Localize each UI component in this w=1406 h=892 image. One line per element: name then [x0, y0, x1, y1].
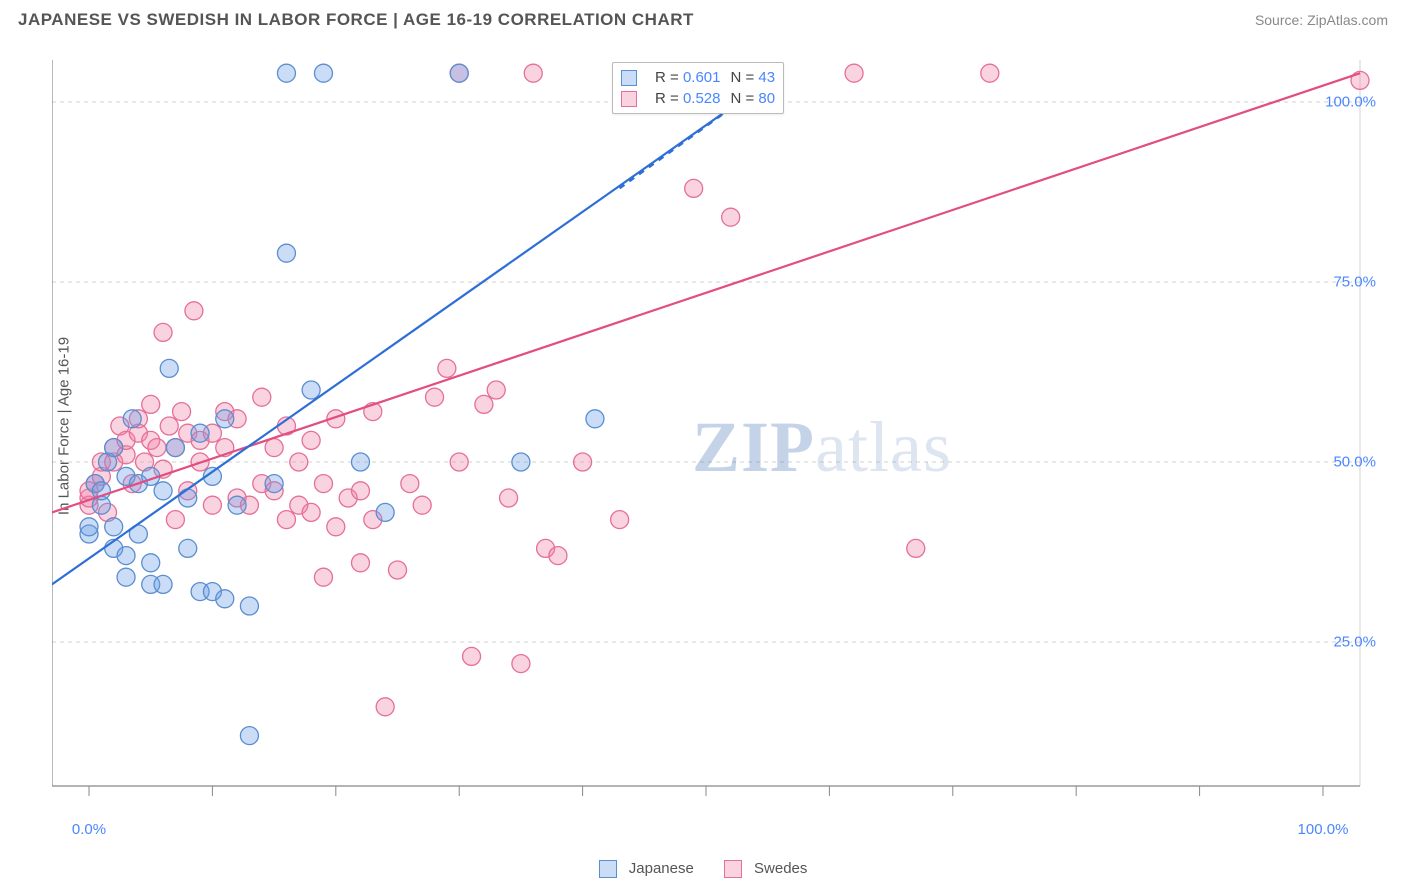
- swatch-swedes-legend: [724, 860, 742, 878]
- swatch-swedes: [621, 91, 637, 107]
- x-tick-label: 0.0%: [72, 821, 106, 838]
- y-tick-label: 25.0%: [1333, 634, 1376, 651]
- swatch-japanese: [621, 70, 637, 86]
- stats-row-swedes: R = 0.528 N = 80: [621, 88, 775, 109]
- chart-area: In Labor Force | Age 16-19 ZIPatlas R = …: [52, 46, 1382, 806]
- legend-item-japanese: Japanese: [599, 860, 694, 878]
- y-tick-label: 100.0%: [1325, 94, 1376, 111]
- y-tick-label: 75.0%: [1333, 274, 1376, 291]
- source-label: Source: ZipAtlas.com: [1255, 12, 1388, 28]
- legend: Japanese Swedes: [0, 860, 1406, 878]
- stats-row-japanese: R = 0.601 N = 43: [621, 67, 775, 88]
- x-tick-label: 100.0%: [1298, 821, 1349, 838]
- chart-title: JAPANESE VS SWEDISH IN LABOR FORCE | AGE…: [18, 10, 694, 30]
- y-tick-label: 50.0%: [1333, 454, 1376, 471]
- legend-item-swedes: Swedes: [724, 860, 808, 878]
- scatter-plot: [52, 46, 1382, 806]
- stats-box: R = 0.601 N = 43 R = 0.528 N = 80: [612, 62, 784, 114]
- swatch-japanese-legend: [599, 860, 617, 878]
